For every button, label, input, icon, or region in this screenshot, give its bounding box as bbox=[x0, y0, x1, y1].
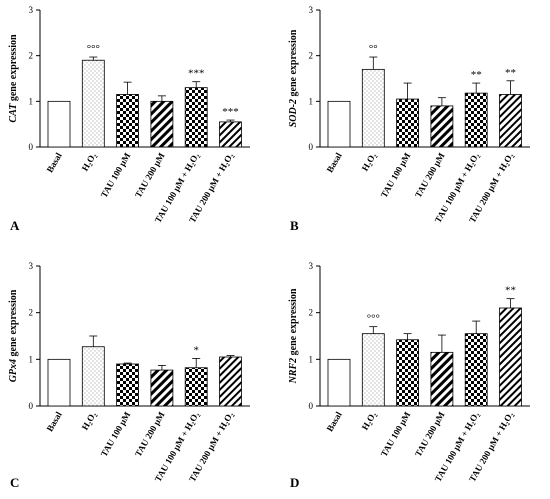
significance-marker: °° bbox=[369, 43, 378, 55]
y-tick-label: 3 bbox=[29, 5, 34, 15]
significance-marker: ** bbox=[471, 69, 482, 81]
y-axis-label: SOD-2 gene expression bbox=[288, 29, 299, 127]
bar-3 bbox=[396, 98, 420, 148]
significance-marker: * bbox=[193, 344, 199, 356]
panel-label: B bbox=[290, 218, 299, 233]
y-tick-label: 2 bbox=[29, 51, 34, 61]
y-axis-label: NRF2 gene expression bbox=[288, 288, 299, 384]
y-tick-label: 3 bbox=[29, 261, 34, 271]
significance-marker: *** bbox=[222, 106, 239, 118]
bar-2 bbox=[361, 333, 385, 407]
significance-marker: °°° bbox=[87, 43, 100, 55]
category-label: TAU 200 µM bbox=[133, 151, 167, 200]
panel-label: C bbox=[10, 475, 19, 490]
y-tick-label: 1 bbox=[309, 354, 314, 364]
significance-marker: °°° bbox=[367, 313, 380, 325]
category-label: Basal bbox=[45, 151, 64, 175]
chart-panel-3: 0 1 2 3 GPx4 gene expression Basal H₂O₂ TAU 100… bbox=[8, 261, 250, 490]
bar-3 bbox=[396, 339, 420, 407]
bar-1 bbox=[327, 100, 351, 148]
y-tick-label: 0 bbox=[29, 401, 34, 411]
bar-3 bbox=[116, 94, 139, 148]
y-tick-label: 1 bbox=[309, 96, 314, 106]
y-tick-label: 2 bbox=[309, 308, 314, 318]
category-label: H₂O₂ bbox=[360, 151, 379, 173]
bar-6 bbox=[219, 356, 242, 407]
category-label: TAU 100 µM bbox=[99, 151, 133, 200]
y-tick-label: 0 bbox=[309, 401, 314, 411]
category-label: TAU 100 µM bbox=[379, 151, 413, 200]
bar-6 bbox=[219, 121, 242, 148]
bar-6 bbox=[499, 307, 522, 407]
significance-marker: ** bbox=[505, 67, 516, 79]
bar-5 bbox=[464, 333, 488, 407]
bar-2 bbox=[81, 346, 105, 407]
y-tick-label: 1 bbox=[29, 354, 34, 364]
bar-5 bbox=[184, 87, 208, 148]
category-label: TAU 100 µM bbox=[379, 410, 413, 459]
bar-3 bbox=[116, 363, 139, 407]
category-label: H₂O₂ bbox=[80, 151, 99, 173]
bar-4 bbox=[430, 105, 454, 148]
category-label: Basal bbox=[325, 151, 344, 175]
significance-marker: *** bbox=[188, 68, 205, 80]
category-label: H₂O₂ bbox=[360, 410, 379, 432]
category-label: TAU 200 µM bbox=[133, 410, 167, 459]
y-tick-label: 1 bbox=[29, 96, 34, 106]
y-tick-label: 3 bbox=[309, 5, 314, 15]
panel-label: A bbox=[10, 218, 20, 233]
y-tick-label: 3 bbox=[309, 261, 314, 271]
category-label: TAU 200 µM bbox=[413, 151, 447, 200]
bar-1 bbox=[47, 358, 71, 407]
y-tick-label: 2 bbox=[309, 51, 314, 61]
bar-2 bbox=[81, 59, 105, 148]
bar-4 bbox=[150, 100, 174, 148]
y-tick-label: 2 bbox=[29, 308, 34, 318]
bar-1 bbox=[327, 358, 351, 407]
y-axis-label: CAT gene expression bbox=[8, 34, 19, 123]
category-label: H₂O₂ bbox=[80, 410, 99, 432]
panel-label: D bbox=[290, 475, 299, 490]
bar-1 bbox=[47, 100, 71, 148]
category-label: Basal bbox=[45, 410, 64, 434]
category-label: TAU 200 µM bbox=[413, 410, 447, 459]
bar-4 bbox=[150, 369, 174, 407]
significance-marker: ** bbox=[505, 285, 516, 297]
bar-5 bbox=[184, 367, 208, 407]
bar-6 bbox=[499, 94, 522, 148]
bar-5 bbox=[464, 92, 488, 148]
y-tick-label: 0 bbox=[309, 142, 314, 152]
bar-2 bbox=[361, 68, 385, 148]
category-label: Basal bbox=[325, 410, 344, 434]
bar-4 bbox=[430, 351, 454, 407]
y-axis-label: GPx4 gene expression bbox=[8, 289, 19, 382]
category-label: TAU 100 µM bbox=[99, 410, 133, 459]
chart-panel-1: 0 1 2 3 CAT gene expression Basal °°° H₂O₂ TAU 1… bbox=[8, 5, 250, 233]
y-tick-label: 0 bbox=[29, 142, 34, 152]
